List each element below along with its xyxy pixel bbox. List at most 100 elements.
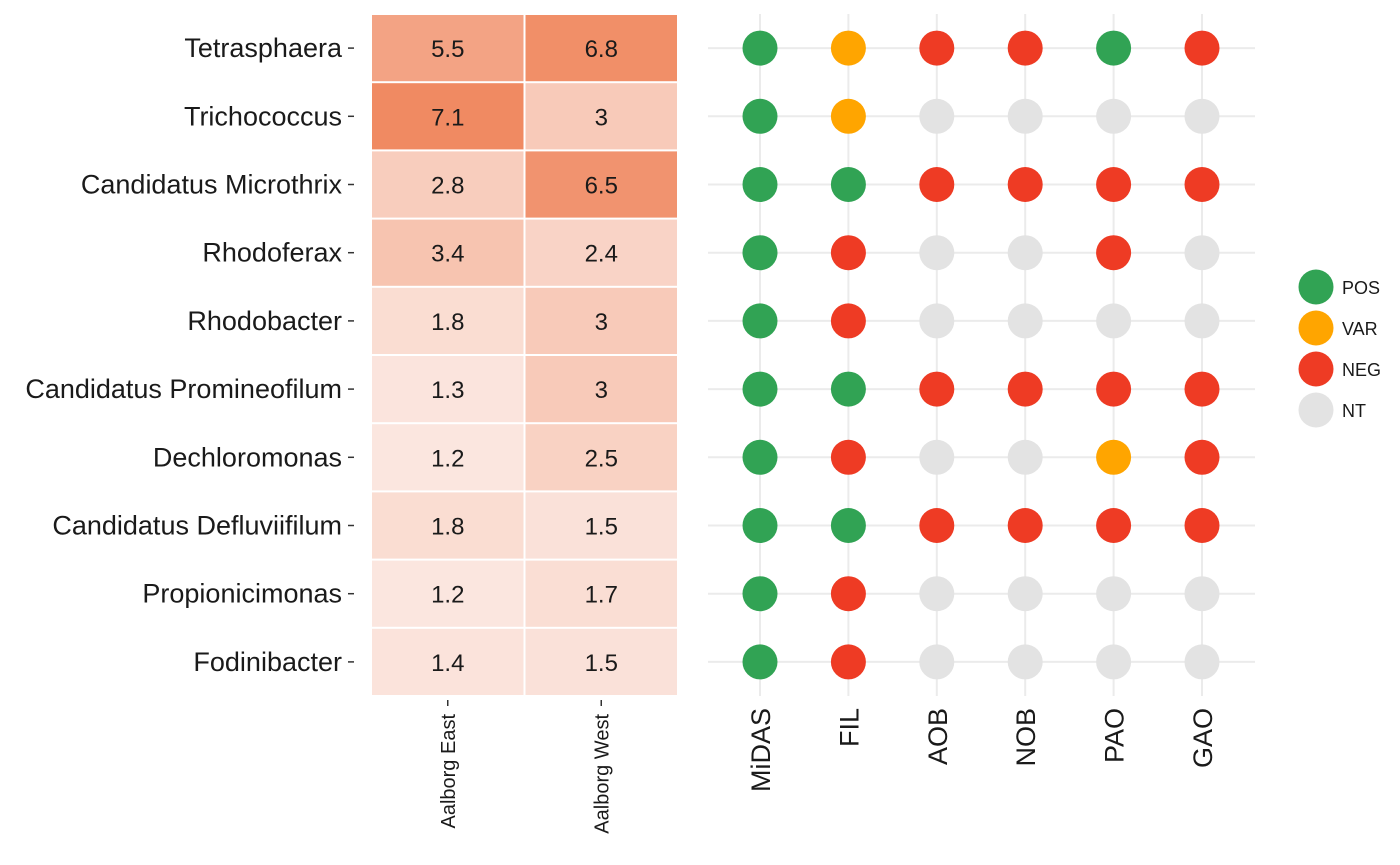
trait-dot — [830, 644, 866, 680]
trait-dot — [830, 98, 866, 134]
heatmap-cell-label: 2.4 — [585, 241, 618, 268]
trait-dot — [919, 508, 955, 543]
trait-dot — [830, 235, 866, 271]
trait-dot — [830, 439, 866, 475]
heatmap-cell-label: 3 — [595, 104, 608, 131]
trait-dot — [742, 508, 778, 543]
heatmap-cell-label: 7.1 — [431, 104, 464, 131]
legend-swatch — [1298, 351, 1334, 387]
heatmap-cell — [372, 219, 524, 286]
heatmap-cell — [372, 492, 524, 559]
trait-dot — [1184, 167, 1220, 202]
trait-dot — [1096, 371, 1132, 407]
trait-dot — [742, 439, 778, 475]
heatmap-cell-label: 5.5 — [431, 36, 464, 63]
trait-dot — [742, 303, 778, 339]
trait-dot — [919, 30, 955, 66]
trait-dot — [1096, 303, 1132, 339]
legend-swatch — [1298, 269, 1334, 305]
trait-dot — [1184, 508, 1220, 543]
trait-dot — [1184, 644, 1220, 680]
trait-dot — [1007, 576, 1043, 612]
heatmap-cell — [372, 151, 524, 218]
trait-label: MiDAS — [746, 708, 776, 792]
legend-label: NT — [1342, 401, 1366, 421]
trait-dot — [1096, 167, 1132, 202]
trait-dot — [1007, 371, 1043, 407]
trait-dot — [1007, 235, 1043, 271]
heatmap-cell — [525, 151, 677, 218]
heatmap-cell-label: 1.2 — [431, 445, 464, 472]
trait-dot — [1007, 30, 1043, 66]
heatmap-cell-label: 6.5 — [585, 173, 618, 200]
trait-dot — [1184, 30, 1220, 66]
heatmap-cell — [525, 287, 677, 354]
trait-dot — [1007, 508, 1043, 543]
trait-dot — [919, 644, 955, 680]
col-label: Aalborg East — [438, 714, 460, 829]
trait-dot — [1096, 576, 1132, 612]
heatmap-cell — [525, 424, 677, 491]
heatmap-cell — [372, 424, 524, 491]
heatmap-cell — [525, 83, 677, 150]
heatmap-cell-label: 6.8 — [585, 36, 618, 63]
trait-dot — [742, 576, 778, 612]
heatmap-cell-label: 1.7 — [585, 582, 618, 609]
trait-dot — [919, 576, 955, 612]
trait-dot — [1096, 30, 1132, 66]
legend-label: NEG — [1342, 360, 1381, 380]
trait-dot — [1007, 439, 1043, 475]
trait-dot — [830, 167, 866, 202]
heatmap-cell — [372, 560, 524, 627]
legend-label: POS — [1342, 278, 1380, 298]
heatmap-cell-label: 1.3 — [431, 377, 464, 404]
trait-dot — [919, 98, 955, 134]
heatmap-cell — [372, 628, 524, 695]
heatmap-cell — [525, 492, 677, 559]
trait-dot — [830, 30, 866, 66]
heatmap-cell-label: 1.5 — [585, 514, 618, 541]
heatmap-cell-label: 1.5 — [585, 650, 618, 677]
heatmap-cell — [372, 287, 524, 354]
col-label: Aalborg West — [591, 714, 613, 834]
heatmap-cell-label: 3 — [595, 377, 608, 404]
trait-dot — [1184, 576, 1220, 612]
heatmap-cell — [372, 356, 524, 423]
trait-label: AOB — [923, 708, 953, 765]
legend-swatch — [1298, 310, 1334, 346]
heatmap-cell — [525, 628, 677, 695]
trait-dot — [1096, 644, 1132, 680]
heatmap-cell-label: 2.8 — [431, 173, 464, 200]
trait-dot — [742, 98, 778, 134]
trait-dot — [1096, 98, 1132, 134]
row-label: Candidatus Microthrix — [81, 170, 343, 200]
row-label: Rhodobacter — [187, 306, 342, 336]
heatmap-cell-label: 1.2 — [431, 582, 464, 609]
trait-dot — [1184, 235, 1220, 271]
heatmap-cell-label: 1.4 — [431, 650, 464, 677]
heatmap-cell-label: 2.5 — [585, 445, 618, 472]
heatmap-cell — [525, 15, 677, 82]
trait-dot — [1184, 98, 1220, 134]
trait-dot — [742, 167, 778, 202]
trait-dot — [1007, 644, 1043, 680]
trait-dot — [1007, 167, 1043, 202]
heatmap-cell — [525, 356, 677, 423]
trait-dot — [1007, 303, 1043, 339]
heatmap-cell-label: 1.8 — [431, 514, 464, 541]
row-label: Trichococcus — [184, 101, 342, 131]
row-label: Fodinibacter — [193, 647, 342, 677]
trait-dot — [742, 30, 778, 66]
heatmap-cell — [372, 83, 524, 150]
legend-swatch — [1298, 392, 1334, 428]
trait-dot — [830, 508, 866, 543]
heatmap-cell-label: 1.8 — [431, 309, 464, 336]
row-label: Propionicimonas — [142, 579, 342, 609]
heatmap-cell — [525, 219, 677, 286]
legend-label: VAR — [1342, 319, 1378, 339]
trait-dot — [1096, 439, 1132, 475]
row-label: Dechloromonas — [153, 442, 342, 472]
trait-label: PAO — [1100, 708, 1130, 763]
trait-dot — [1096, 508, 1132, 543]
trait-dot — [919, 167, 955, 202]
